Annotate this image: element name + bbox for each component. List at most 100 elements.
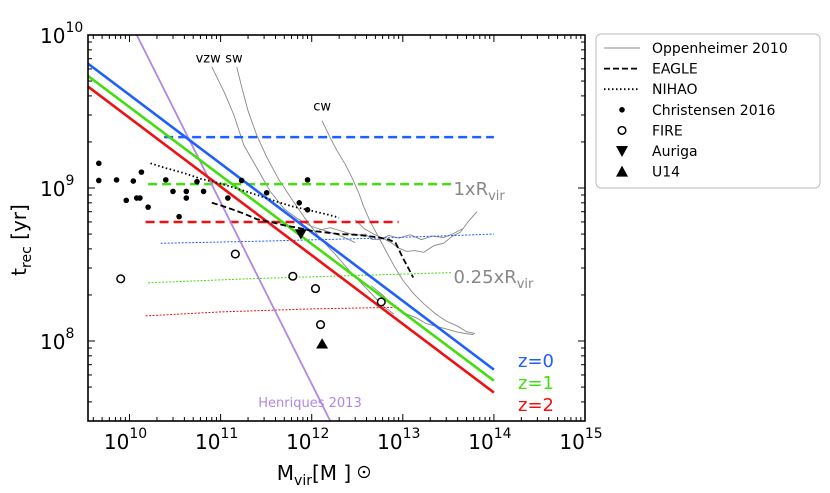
solar-symbol bbox=[357, 465, 371, 479]
henriques-label: Henriques 2013 bbox=[258, 396, 361, 411]
christensen-point bbox=[225, 195, 231, 201]
nihao-line bbox=[150, 162, 340, 219]
y-tick-label: 1010 bbox=[40, 20, 83, 48]
legend-label: Oppenheimer 2010 bbox=[652, 41, 788, 57]
rvir-025-line-z2 bbox=[145, 306, 399, 317]
redshift-line-z0 bbox=[88, 62, 495, 371]
christensen-point bbox=[194, 178, 200, 185]
redshift-label-z1: z=1 bbox=[518, 373, 554, 394]
redshift-line-z1 bbox=[88, 74, 495, 382]
legend-label: Auriga bbox=[652, 144, 698, 160]
x-tick-label: 1010 bbox=[104, 426, 147, 454]
christensen-point bbox=[162, 177, 169, 183]
radius-label-sub: vir bbox=[488, 189, 505, 204]
christensen-point bbox=[263, 190, 270, 196]
x-tick-base: 10 bbox=[195, 430, 220, 454]
y-tick-exp: 10 bbox=[65, 20, 83, 36]
henriques-line bbox=[135, 35, 332, 421]
legend-label: Christensen 2016 bbox=[652, 103, 776, 119]
christensen-point bbox=[145, 204, 151, 210]
y-tick-base: 10 bbox=[40, 330, 65, 354]
axes-frame bbox=[87, 34, 586, 422]
christensen-point bbox=[96, 177, 102, 184]
plot-frame bbox=[87, 34, 586, 422]
oppenheimer-track-sw bbox=[236, 66, 395, 315]
auriga-point bbox=[294, 229, 307, 240]
christensen-point bbox=[183, 188, 190, 195]
fire-point bbox=[116, 274, 126, 284]
oppenheimer-track-cw bbox=[321, 120, 476, 334]
fire-point bbox=[376, 297, 386, 307]
y-tick-exp: 9 bbox=[65, 173, 74, 189]
x-tick-base: 10 bbox=[286, 430, 311, 454]
legend-handle-u14 bbox=[616, 165, 628, 177]
oppenheimer-label: cw bbox=[313, 100, 331, 115]
oppenheimer-label: vzw bbox=[196, 52, 222, 67]
fire-point bbox=[230, 249, 240, 259]
x-tick-exp: 12 bbox=[312, 426, 330, 442]
christensen-point bbox=[137, 195, 143, 201]
christensen-point bbox=[183, 195, 190, 201]
fire-point bbox=[288, 271, 298, 281]
oppenheimer-track-vzw bbox=[211, 66, 356, 244]
x-tick-exp: 15 bbox=[585, 426, 603, 442]
christensen-point bbox=[170, 188, 176, 195]
radius-label: 0.25xRvir bbox=[453, 267, 534, 292]
x-tick-label: 1013 bbox=[377, 426, 420, 454]
fire-point bbox=[310, 284, 321, 294]
x-tick-base: 10 bbox=[104, 430, 129, 454]
oppenheimer-track-mid bbox=[318, 227, 463, 241]
x-tick-exp: 11 bbox=[220, 426, 238, 442]
y-tick-label: 109 bbox=[40, 173, 74, 201]
x-tick-base: 10 bbox=[377, 430, 402, 454]
x-tick-label: 1014 bbox=[468, 426, 511, 454]
legend-label: NIHAO bbox=[652, 82, 697, 98]
fire-point bbox=[315, 320, 326, 330]
y-tick-base: 10 bbox=[40, 177, 65, 201]
christensen-point bbox=[296, 200, 303, 206]
legend-label: FIRE bbox=[652, 123, 683, 139]
christensen-point bbox=[113, 177, 120, 183]
christensen-point bbox=[96, 160, 102, 167]
x-tick-base: 10 bbox=[468, 430, 493, 454]
legend-label: EAGLE bbox=[652, 62, 698, 78]
legend: Oppenheimer 2010 EAGLE NIHAO Christensen 20… bbox=[595, 33, 821, 189]
legend-box bbox=[595, 33, 821, 189]
radius-label: 1xRvir bbox=[453, 179, 505, 204]
rvir-025-line-z1 bbox=[148, 272, 453, 284]
y-tick-exp: 8 bbox=[65, 326, 74, 342]
x-axis-label: Mvir[M ] bbox=[277, 461, 351, 489]
x-ticks: 1010 1011 1012 1013 1014 1015 bbox=[92, 35, 603, 454]
y-axis-label: trec [yr] bbox=[7, 204, 35, 276]
christensen-point bbox=[200, 188, 207, 195]
christensen-point bbox=[304, 207, 311, 213]
x-tick-label: 1015 bbox=[559, 426, 602, 454]
u14-point bbox=[316, 338, 329, 349]
legend-handle-fire bbox=[617, 125, 627, 135]
legend-handle-auriga bbox=[616, 146, 628, 157]
y-tick-label: 108 bbox=[40, 326, 74, 354]
christensen-point bbox=[176, 213, 182, 220]
christensen-point bbox=[138, 169, 145, 175]
eagle-line bbox=[211, 201, 414, 278]
christensen-point bbox=[130, 178, 137, 184]
rvir-025-line-z0 bbox=[160, 233, 494, 244]
redshift-line-z2 bbox=[88, 85, 495, 394]
radius-label-sub: vir bbox=[517, 277, 534, 292]
redshift-label-z2: z=2 bbox=[518, 395, 554, 416]
radius-label-prefix: 1xR bbox=[453, 179, 488, 200]
x-tick-label: 1012 bbox=[286, 426, 329, 454]
redshift-label-z0: z=0 bbox=[518, 351, 554, 372]
x-tick-label: 1011 bbox=[195, 426, 238, 454]
legend-label: U14 bbox=[652, 165, 680, 181]
y-tick-base: 10 bbox=[40, 24, 65, 48]
oppenheimer-label: sw bbox=[225, 52, 243, 67]
legend-handle-christensen bbox=[619, 107, 625, 113]
legend-items: Oppenheimer 2010 EAGLE NIHAO Christensen 20… bbox=[604, 41, 788, 181]
christensen-point bbox=[238, 177, 245, 184]
x-tick-exp: 14 bbox=[494, 426, 512, 442]
x-tick-base: 10 bbox=[559, 430, 584, 454]
christensen-point bbox=[304, 177, 311, 183]
